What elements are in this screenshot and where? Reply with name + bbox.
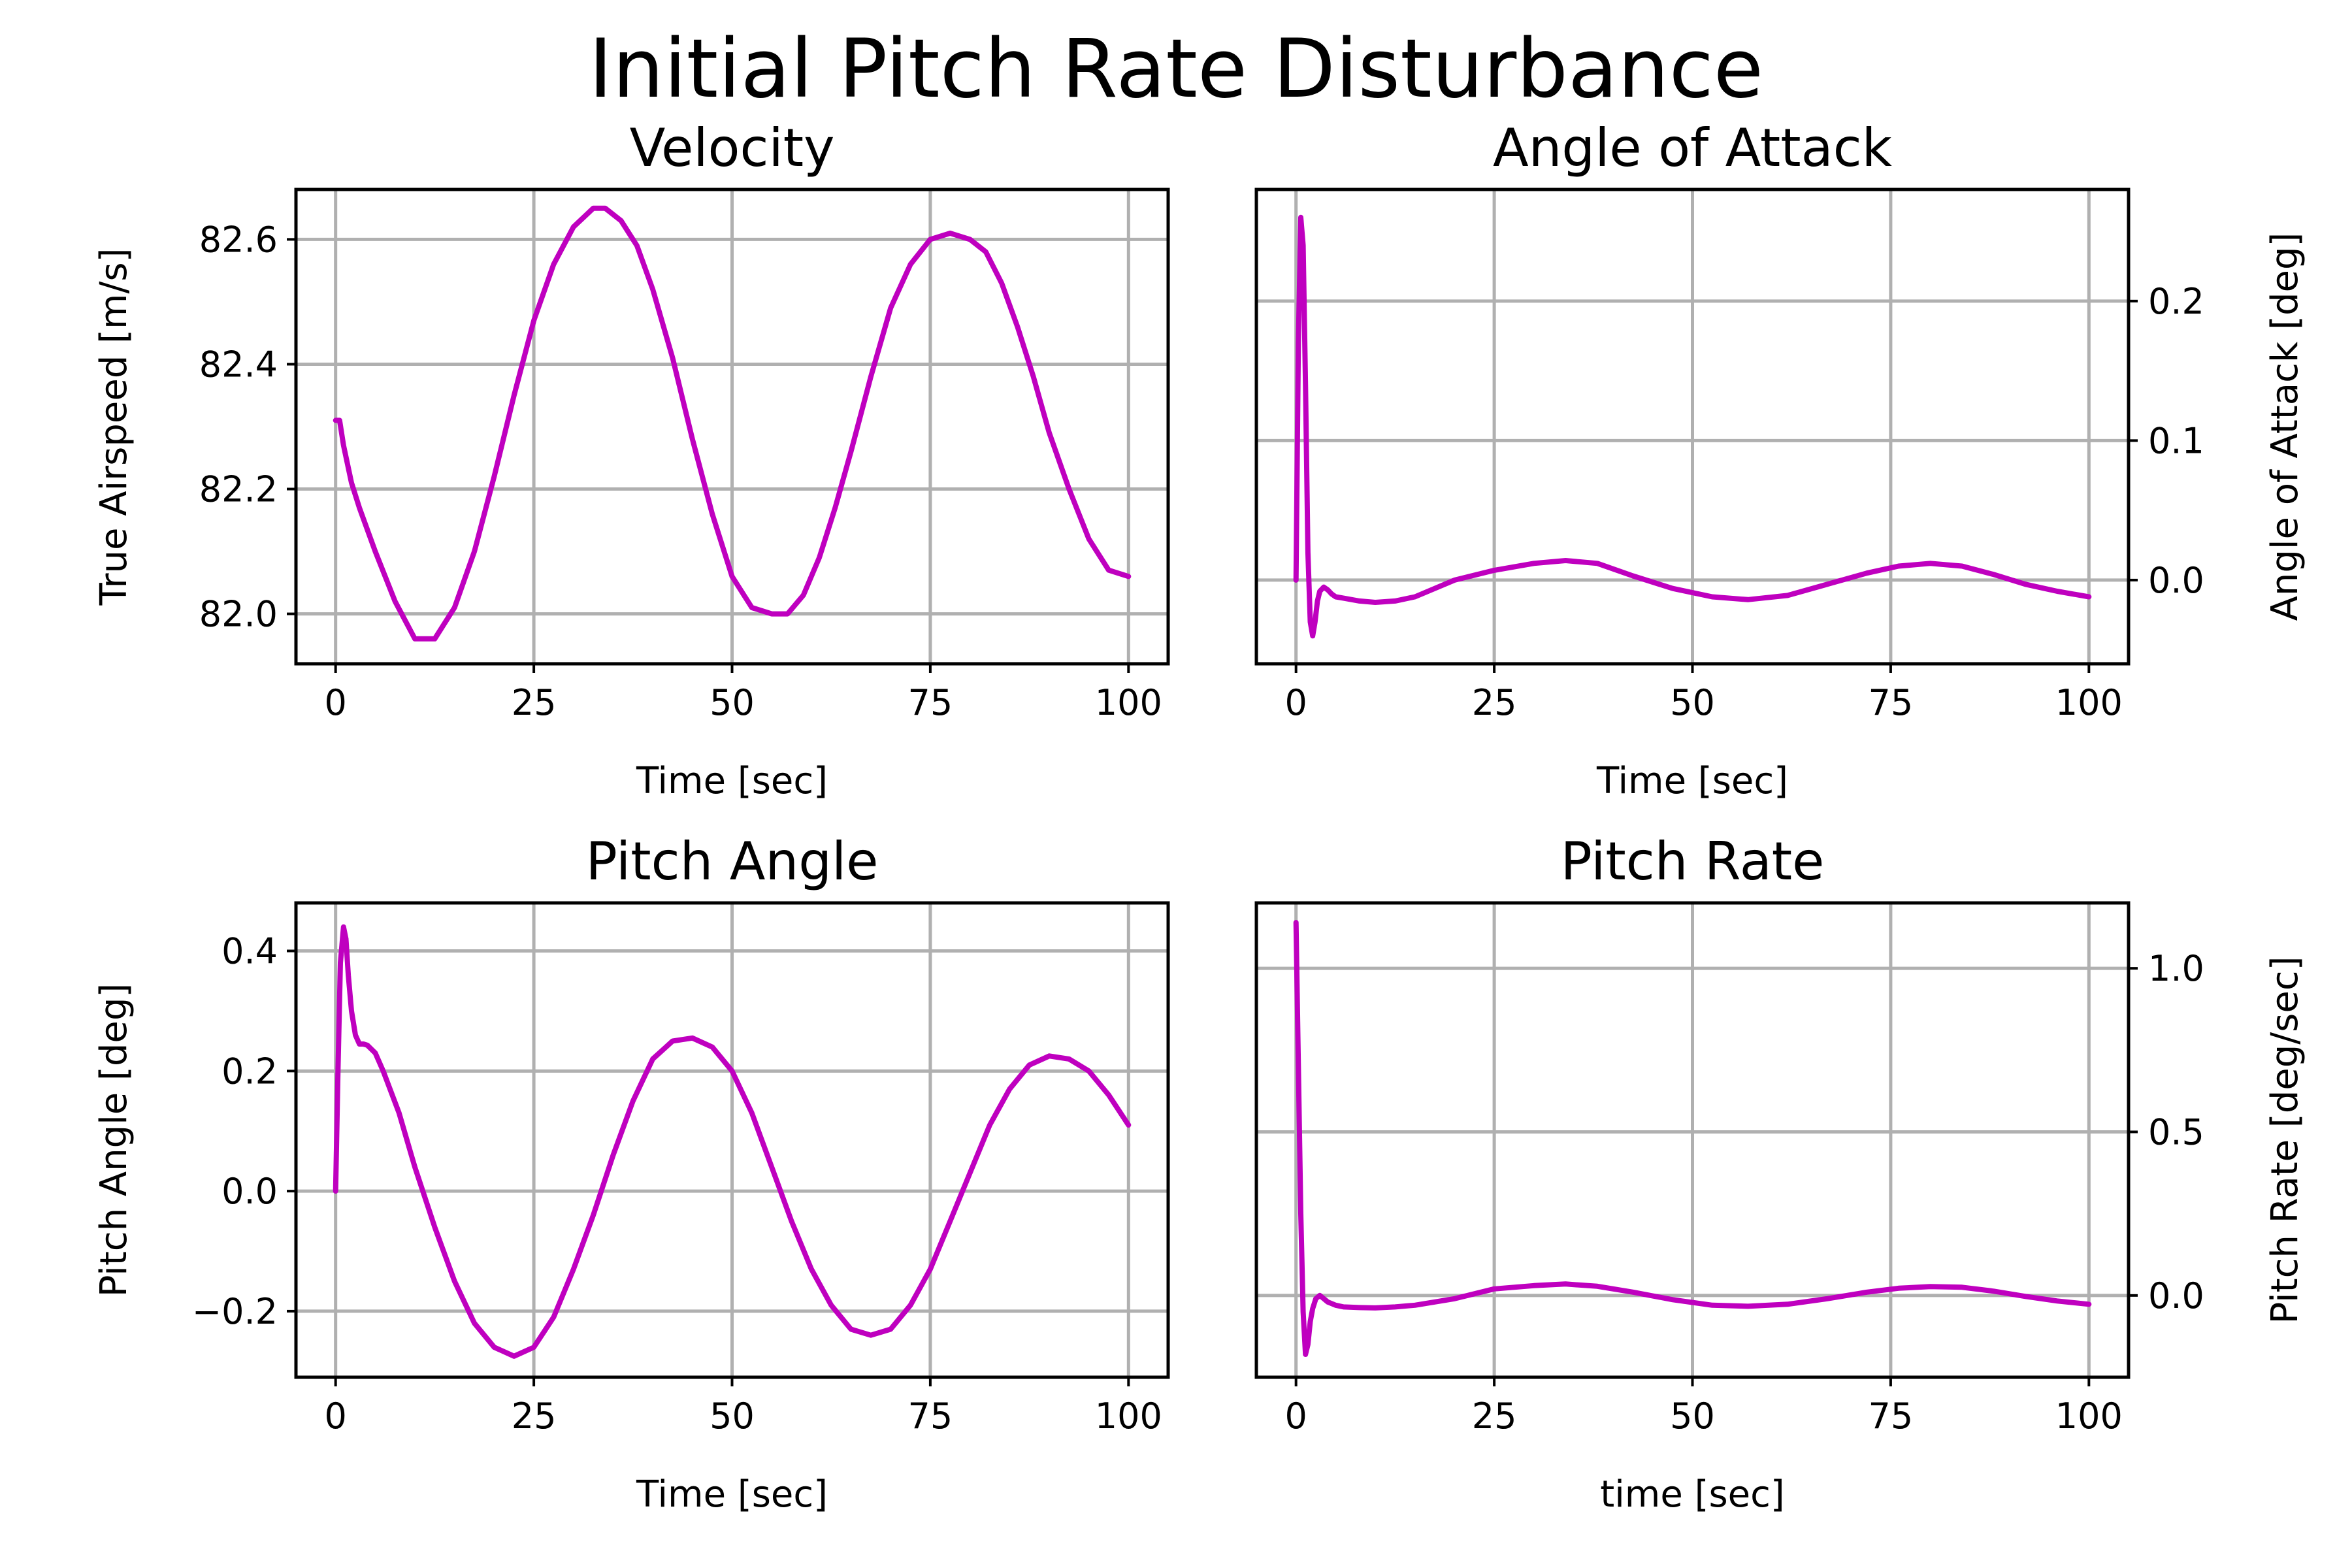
subplot-angle-of-attack: 0 25 50 75 100 0.0 0.1 0.2 Angle of Attack Time [… — [1254, 118, 2306, 802]
x-tick-label: 50 — [1670, 1396, 1715, 1437]
y-tick-label: 0.0 — [2148, 1275, 2204, 1316]
y-tick-label: −0.2 — [192, 1291, 278, 1332]
x-tick-label: 100 — [2055, 682, 2123, 723]
x-tick-label: 75 — [1869, 1396, 1914, 1437]
subplot-velocity: 0 25 50 75 100 82.0 82.2 82.4 82.6 Velocity Time [… — [93, 118, 1170, 802]
y-axis-label: Pitch Rate [deg/sec] — [2264, 956, 2306, 1324]
x-tick-label: 0 — [325, 682, 347, 723]
x-axis-label: Time [sec] — [636, 1473, 828, 1516]
figure-title: Initial Pitch Rate Disturbance — [589, 22, 1763, 116]
subplot-grid: 0 25 50 75 100 82.0 82.2 82.4 82.6 Velocity Time [… — [93, 118, 2306, 1516]
y-tick-label: 0.2 — [2148, 281, 2204, 322]
y-tick-label: 0.0 — [2148, 560, 2204, 601]
x-tick-label: 0 — [1285, 682, 1307, 723]
x-tick-label: 0 — [1285, 1396, 1307, 1437]
y-axis-label: True Airspeed [m/s] — [93, 248, 135, 606]
x-axis-label: time [sec] — [1600, 1473, 1784, 1516]
subplot-pitch-angle: 0 25 50 75 100 −0.2 0.0 0.2 0.4 Pitch Angle Time [… — [93, 831, 1170, 1516]
y-tick-label: 0.4 — [221, 931, 278, 972]
subplot-title: Angle of Attack — [1493, 118, 1893, 178]
x-tick-label: 25 — [512, 682, 557, 723]
x-tick-label: 75 — [908, 682, 953, 723]
x-tick-label: 25 — [512, 1396, 557, 1437]
y-axis-label: Pitch Angle [deg] — [93, 983, 135, 1298]
y-axis-label: Angle of Attack [deg] — [2264, 233, 2306, 621]
series-line — [1293, 214, 2092, 639]
y-tick-label: 0.2 — [221, 1051, 278, 1092]
x-tick-label: 75 — [1869, 682, 1914, 723]
subplot-title: Velocity — [630, 118, 835, 178]
series-line — [333, 924, 1132, 1359]
x-axis-label: Time [sec] — [1596, 760, 1788, 802]
series-line — [333, 205, 1132, 642]
y-tick-label: 82.2 — [199, 469, 278, 510]
x-tick-label: 50 — [710, 1396, 755, 1437]
y-tick-label: 82.6 — [199, 219, 278, 260]
x-tick-label: 75 — [908, 1396, 953, 1437]
x-tick-label: 100 — [1095, 1396, 1162, 1437]
subplot-pitch-rate: 0 25 50 75 100 0.0 0.5 1.0 Pitch Rate time [sec] P… — [1254, 831, 2306, 1516]
x-tick-label: 0 — [325, 1396, 347, 1437]
x-tick-label: 50 — [1670, 682, 1715, 723]
x-tick-label: 100 — [1095, 682, 1162, 723]
x-tick-label: 25 — [1472, 682, 1517, 723]
y-tick-label: 82.0 — [199, 594, 278, 635]
x-tick-label: 50 — [710, 682, 755, 723]
y-tick-label: 0.0 — [221, 1171, 278, 1212]
x-tick-label: 100 — [2055, 1396, 2123, 1437]
subplot-title: Pitch Angle — [586, 831, 879, 892]
y-tick-label: 82.4 — [199, 344, 278, 385]
y-tick-label: 0.1 — [2148, 420, 2204, 461]
subplot-title: Pitch Rate — [1561, 831, 1825, 892]
x-tick-label: 25 — [1472, 1396, 1517, 1437]
series-line — [1293, 920, 2092, 1357]
y-tick-label: 1.0 — [2148, 948, 2204, 989]
y-tick-label: 0.5 — [2148, 1111, 2204, 1152]
x-axis-label: Time [sec] — [636, 760, 828, 802]
